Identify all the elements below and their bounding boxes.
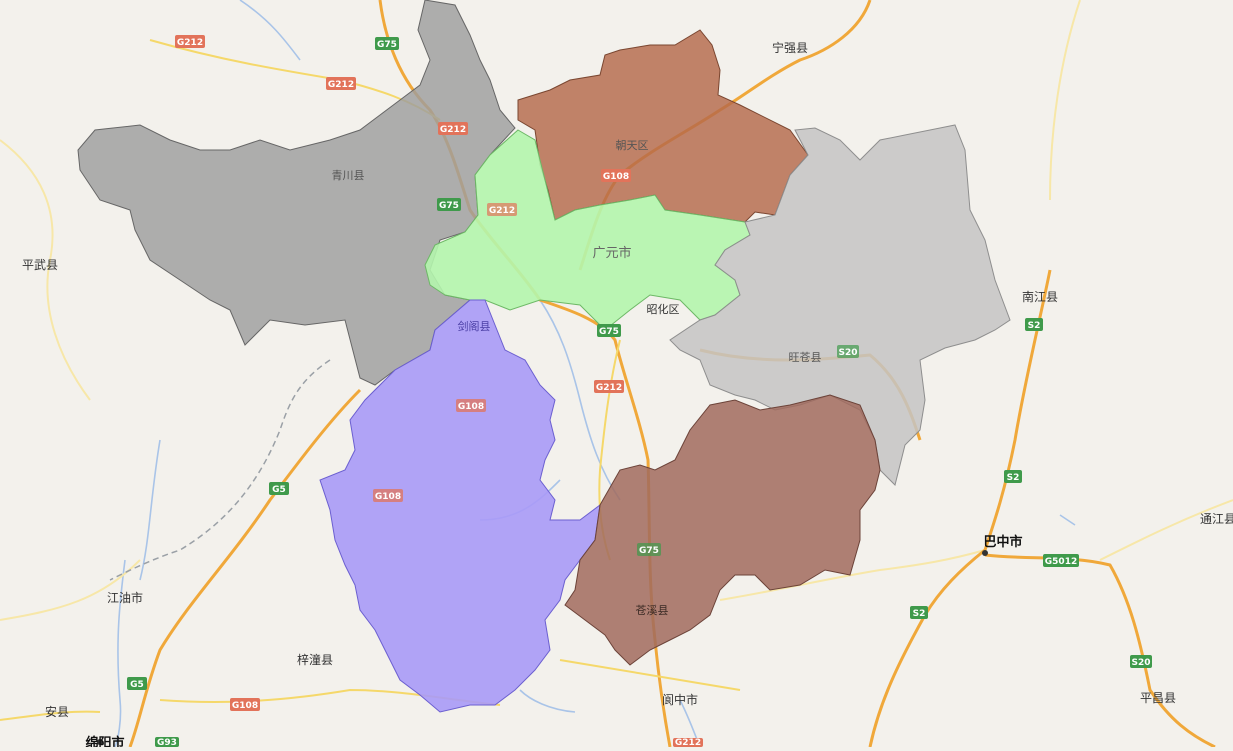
shield-label: G212 — [675, 738, 701, 747]
labels: 青川县 朝天区 广元市 昭化区 旺苍县 剑阁县 苍溪县 宁强县 平武县 南江县 … — [22, 40, 1233, 751]
shield-label: G93 — [157, 738, 177, 747]
label-ningqiang: 宁强县 — [772, 40, 808, 55]
shield-g108: G108 — [601, 169, 631, 182]
shield-g75: G75 — [375, 37, 399, 50]
shield-label: G75 — [439, 201, 459, 211]
shield-g108: G108 — [456, 399, 486, 412]
shield-label: G5 — [272, 485, 286, 495]
road-shields: G212 G75 G212 G212 G75 G212 G108 G75 G21… — [127, 35, 1152, 748]
place-dots — [97, 550, 988, 745]
label-tongjiang: 通江县 — [1200, 512, 1233, 526]
shield-s20: S20 — [1130, 655, 1152, 668]
shield-label: G5 — [130, 680, 144, 690]
label-jiangyou: 江油市 — [107, 590, 143, 605]
river — [139, 439, 161, 581]
shield-label: S2 — [913, 609, 926, 619]
shield-label: S20 — [1131, 658, 1150, 668]
shield-s2: S2 — [910, 606, 928, 619]
label-jiange: 剑阁县 — [458, 319, 491, 333]
shield-s2: S2 — [1004, 470, 1022, 483]
g5-highway — [128, 388, 362, 748]
river — [239, 0, 301, 61]
label-chaotian: 朝天区 — [616, 139, 649, 152]
shield-g5012: G5012 — [1043, 554, 1079, 567]
label-langzhong: 阆中市 — [662, 692, 698, 707]
label-pingwu: 平武县 — [22, 258, 58, 272]
label-pingchang: 平昌县 — [1140, 691, 1176, 705]
shield-g5: G5 — [127, 677, 147, 690]
shield-label: G75 — [599, 327, 619, 337]
shield-label: G75 — [639, 546, 659, 556]
shield-g5: G5 — [269, 482, 289, 495]
s2-highway — [868, 269, 1052, 748]
shield-label: G5012 — [1045, 557, 1077, 567]
shield-label: G212 — [328, 80, 354, 90]
minor-road — [0, 139, 91, 401]
minor-road — [1099, 499, 1233, 561]
shield-label: G108 — [375, 492, 401, 502]
minor-road — [0, 710, 101, 721]
shield-label: S2 — [1007, 473, 1020, 483]
river — [1059, 514, 1076, 526]
shield-g108: G108 — [373, 489, 403, 502]
label-qingchuan: 青川县 — [332, 169, 365, 182]
shield-label: G108 — [232, 701, 258, 711]
label-bazhong: 巴中市 — [983, 534, 1022, 550]
region-lizhou[interactable] — [424, 129, 751, 331]
shield-g212: G212 — [175, 35, 205, 48]
label-cangxi: 苍溪县 — [636, 604, 669, 617]
shield-label: G212 — [177, 38, 203, 48]
shield-label: G212 — [489, 206, 515, 216]
river — [519, 689, 576, 713]
shield-label: G212 — [596, 383, 622, 393]
shield-label: G75 — [377, 40, 397, 50]
river — [539, 299, 621, 501]
shield-s20: S20 — [837, 345, 859, 358]
label-guangyuan: 广元市 — [592, 245, 631, 261]
shield-g108: G108 — [230, 698, 260, 711]
minor-road — [1049, 0, 1081, 201]
minor-road — [559, 659, 741, 691]
label-anxian: 安县 — [45, 704, 69, 719]
shield-label: G108 — [458, 402, 484, 412]
shield-g212: G212 — [673, 738, 703, 748]
shield-g75: G75 — [637, 543, 661, 556]
shield-g212: G212 — [487, 203, 517, 216]
shield-g212: G212 — [438, 122, 468, 135]
shield-s2: S2 — [1025, 318, 1043, 331]
shield-g75: G75 — [437, 198, 461, 211]
label-wangcang: 旺苍县 — [789, 351, 822, 364]
shield-label: G212 — [440, 125, 466, 135]
label-nanjiang: 南江县 — [1022, 289, 1058, 304]
shield-label: G108 — [603, 172, 629, 182]
province-boundary — [109, 359, 331, 581]
shield-g212: G212 — [594, 380, 624, 393]
label-zitong: 梓潼县 — [297, 652, 333, 667]
shield-g212: G212 — [326, 77, 356, 90]
region-cangxi[interactable] — [564, 394, 881, 666]
city-dot-bazhong — [982, 550, 988, 556]
shield-g75: G75 — [597, 324, 621, 337]
shield-label: S20 — [838, 348, 857, 358]
shield-g93: G93 — [155, 737, 179, 748]
label-mianyang: 绵阳市 — [85, 735, 124, 747]
city-dot-mianyang — [97, 739, 103, 745]
region-jiange[interactable] — [319, 299, 601, 713]
shield-label: S2 — [1028, 321, 1041, 331]
river — [114, 559, 126, 748]
minor-road — [719, 549, 986, 601]
region-wangcang[interactable] — [669, 124, 1011, 486]
label-zhaohua: 昭化区 — [647, 302, 680, 316]
